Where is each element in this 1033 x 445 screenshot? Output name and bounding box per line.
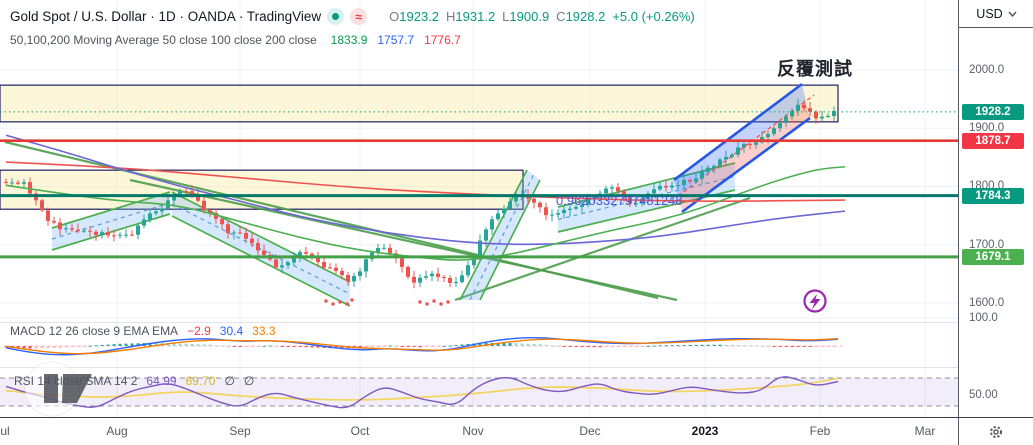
rsi-legend-label: RSI 14 close SMA 14 2 <box>14 374 138 388</box>
price-tick-label: 50.00 <box>969 389 998 401</box>
delayed-data-icon: ≈ <box>350 8 368 25</box>
time-tick-label: Jul <box>0 424 10 438</box>
price-tick-label: 1700.0 <box>969 239 1005 251</box>
settings-button[interactable] <box>958 417 1033 445</box>
price-level-badge: 1784.3 <box>962 187 1024 204</box>
gear-icon <box>990 425 1002 438</box>
rsi-legend[interactable]: RSI 14 close SMA 14 2 64.99 69.70 ∅ ∅ <box>14 374 255 388</box>
price-tick-label: 1900.0 <box>969 122 1005 134</box>
ohlc-values: O1923.2 H1931.2 L1900.9 C1928.2 +5.0 (+0… <box>389 9 695 24</box>
rsi-pane <box>0 376 958 409</box>
macd-pane <box>4 336 845 356</box>
time-axis[interactable]: Jul Aug Sep Oct Nov Dec 2023 Feb Mar <box>0 417 958 445</box>
fib-level-value[interactable]: 0.9620332797481248 <box>556 193 683 208</box>
pattern-marker-dots <box>324 298 450 306</box>
price-tick-label: 1600.0 <box>969 297 1005 309</box>
time-tick-label: Sep <box>229 424 251 438</box>
ma-legend-values: 1833.9 1757.7 1776.7 <box>330 33 461 47</box>
macd-legend-label: MACD 12 26 close 9 EMA EMA <box>10 324 179 338</box>
tradingview-watermark-logo <box>24 361 92 417</box>
price-level-badge: 1878.7 <box>962 132 1024 149</box>
time-tick-label: Mar <box>914 424 936 438</box>
time-tick-label: Aug <box>106 424 128 438</box>
annotation-text[interactable]: 反覆測試 <box>777 59 853 79</box>
price-tick-label: 100.0 <box>969 312 998 324</box>
price-level-badge: 1679.1 <box>962 248 1024 265</box>
chevron-down-icon <box>1008 11 1017 17</box>
macd-legend[interactable]: MACD 12 26 close 9 EMA EMA −2.9 30.4 33.… <box>10 324 276 338</box>
time-tick-label: Feb <box>809 424 831 438</box>
time-tick-label: Dec <box>579 424 601 438</box>
currency-label: USD <box>976 6 1003 21</box>
time-tick-label: Oct <box>350 424 370 438</box>
time-tick-label: Nov <box>462 424 484 438</box>
symbol-title: Gold Spot / U.S. Dollar · 1D · OANDA · T… <box>10 9 322 24</box>
price-tick-label: 2000.0 <box>969 64 1005 76</box>
price-levels <box>0 111 958 259</box>
change-value: +5.0 (+0.26%) <box>612 9 695 24</box>
currency-dropdown[interactable]: USD <box>959 0 1033 28</box>
candlestick-series <box>4 98 836 289</box>
time-tick-label: 2023 <box>691 424 719 438</box>
pane-dividers <box>0 322 958 368</box>
market-status-icon <box>327 8 345 25</box>
lightning-button[interactable] <box>803 289 827 313</box>
price-chart-canvas[interactable] <box>0 0 958 417</box>
ma-legend[interactable]: 50,100,200 Moving Average 50 close 100 c… <box>10 33 461 47</box>
ma-legend-label: 50,100,200 Moving Average 50 close 100 c… <box>10 33 317 47</box>
price-level-badge: 1928.2 <box>962 103 1024 120</box>
symbol-legend[interactable]: Gold Spot / U.S. Dollar · 1D · OANDA · T… <box>10 8 695 25</box>
price-axis[interactable]: USD 2000.0 1900.0 1800.0 1700.0 1600.0 100.0 5… <box>958 0 1033 445</box>
